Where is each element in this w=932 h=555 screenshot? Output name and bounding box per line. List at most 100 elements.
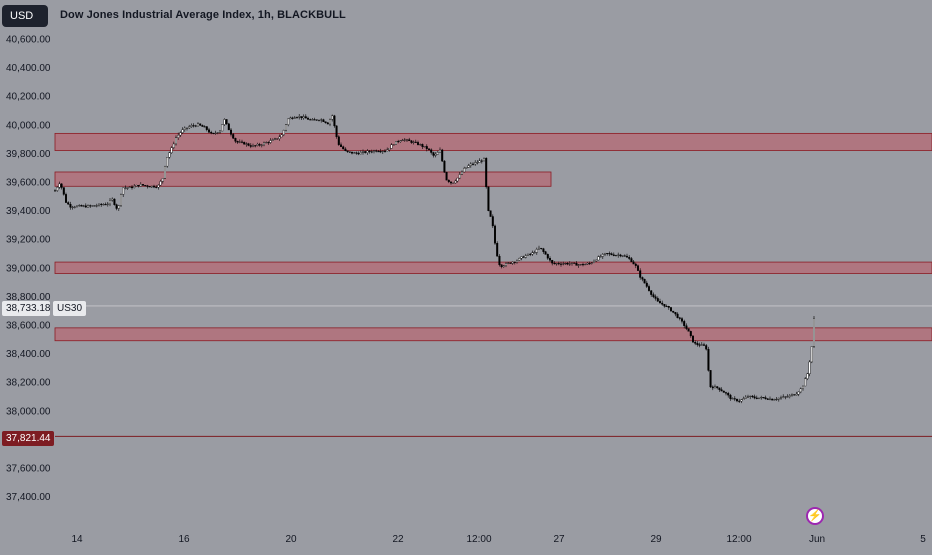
candle-body — [67, 202, 70, 205]
candle-body — [483, 157, 486, 162]
candle-body — [736, 398, 739, 402]
candle-body — [516, 260, 519, 263]
candle-body — [725, 392, 728, 394]
candle-body — [408, 139, 411, 142]
candle-body — [254, 145, 257, 147]
candle-body — [762, 397, 765, 399]
candle-body — [64, 194, 67, 203]
candle-body — [412, 141, 415, 143]
candle-body — [441, 149, 444, 162]
candle-body — [364, 151, 367, 153]
candle-body — [458, 174, 461, 179]
candle-body — [152, 185, 155, 188]
candle-body — [80, 205, 83, 207]
candle-body — [480, 160, 483, 162]
candle-body — [56, 187, 59, 191]
candle-body — [749, 395, 752, 397]
candle-body — [188, 126, 191, 129]
candle-body — [117, 205, 120, 209]
candle-body — [676, 313, 679, 319]
candle-body — [205, 126, 208, 130]
candle-body — [795, 393, 798, 396]
horizontal-levels[interactable] — [55, 305, 932, 437]
candle-body — [388, 148, 391, 150]
candle-body — [674, 312, 677, 315]
x-tick-label: 20 — [285, 534, 297, 545]
candle-body — [410, 140, 413, 143]
candle-body — [742, 398, 745, 400]
candle-body — [318, 119, 321, 121]
price-zone[interactable] — [54, 171, 552, 187]
candle-body — [93, 205, 96, 207]
candle-body — [652, 294, 655, 297]
candle-body — [373, 150, 376, 153]
candle-body — [590, 262, 593, 264]
candle-body — [797, 391, 800, 395]
candle-body — [414, 141, 417, 143]
candle-body — [555, 263, 558, 265]
candle-body — [97, 203, 100, 206]
candle-body — [113, 198, 116, 205]
candle-body — [192, 125, 195, 127]
candle-body — [119, 194, 122, 206]
candle-body — [661, 302, 664, 305]
candle-body — [544, 251, 547, 255]
candle-body — [566, 263, 569, 265]
candle-body — [593, 260, 596, 263]
candle-body — [218, 130, 221, 133]
price-zone[interactable] — [54, 132, 932, 151]
price-zone[interactable] — [54, 327, 932, 342]
candle-body — [84, 205, 87, 208]
candle-body — [351, 151, 354, 154]
candle-body — [804, 378, 807, 387]
candle-body — [641, 277, 644, 280]
flash-icon[interactable]: ⚡ — [806, 507, 824, 525]
candle-body — [240, 141, 243, 143]
candle-body — [126, 187, 129, 189]
candle-body — [472, 163, 475, 165]
price-zones[interactable] — [54, 132, 932, 342]
candle-body — [727, 393, 730, 396]
candle-body — [344, 148, 347, 151]
candle-body — [802, 385, 805, 389]
x-tick-label: 27 — [553, 534, 565, 545]
candle-body — [311, 119, 314, 121]
candle-body — [606, 253, 609, 255]
candle-body — [788, 395, 791, 397]
candle-body — [419, 144, 422, 146]
candle-body — [707, 348, 710, 371]
candle-body — [238, 141, 241, 143]
candle-body — [500, 264, 503, 267]
candle-body — [502, 265, 505, 267]
candle-body — [102, 204, 105, 206]
candle-body — [227, 123, 230, 131]
candle-body — [362, 151, 365, 153]
candle-body — [703, 344, 706, 346]
candle-body — [509, 262, 512, 264]
candle-body — [355, 152, 358, 154]
candle-body — [656, 298, 659, 302]
candle-body — [104, 204, 107, 206]
candle-body — [670, 307, 673, 312]
candle-body — [392, 144, 395, 146]
candle-body — [179, 132, 182, 136]
candle-body — [718, 387, 721, 390]
candle-body — [489, 210, 492, 217]
currency-button[interactable]: USD — [2, 5, 48, 27]
candle-body — [447, 179, 450, 183]
candle-body — [645, 282, 648, 287]
candle-body — [161, 178, 164, 182]
candle-body — [755, 397, 758, 399]
candle-body — [683, 321, 686, 326]
candle-body — [298, 116, 301, 118]
candle-body — [632, 261, 635, 265]
candle-body — [450, 181, 453, 184]
candle-body — [595, 259, 598, 262]
candle-body — [771, 398, 774, 401]
candle-body — [243, 141, 246, 145]
candle-body — [157, 184, 160, 188]
price-zone[interactable] — [54, 261, 932, 274]
candle-body — [60, 183, 63, 188]
